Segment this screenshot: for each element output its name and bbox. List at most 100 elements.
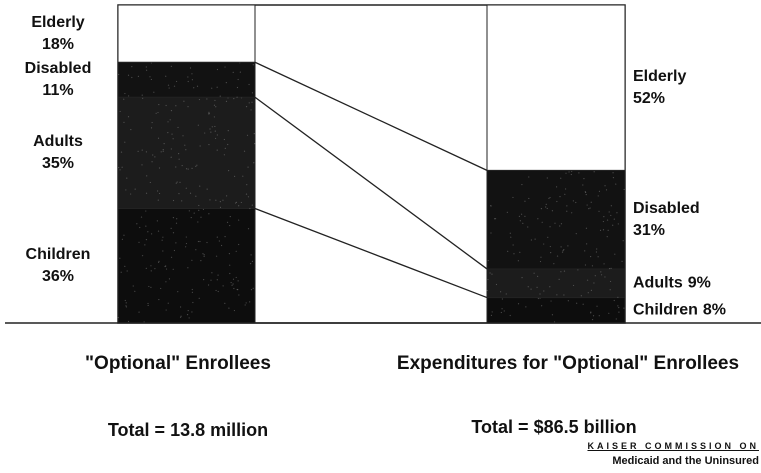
speckle [124,142,125,143]
speckle [179,159,180,160]
speckle [171,148,172,149]
speckle [223,285,224,286]
speckle [182,165,183,166]
speckle [563,250,564,251]
speckle [157,220,158,221]
speckle [540,261,541,262]
speckle [528,198,529,199]
speckle [186,168,187,169]
speckle [250,254,251,255]
speckle [547,177,548,178]
speckle [549,226,550,227]
speckle [127,270,128,271]
speckle [552,210,553,211]
speckle [176,183,177,184]
value-label: 36% [42,268,74,285]
speckle [217,279,218,280]
speckle [615,183,616,184]
speckle [541,208,542,209]
speckle [600,230,601,231]
speckle [611,268,612,269]
speckle [216,256,217,257]
speckle [231,285,232,286]
speckle [522,223,523,224]
speckle [173,200,174,201]
speckle [171,157,172,158]
speckle [153,92,154,93]
speckle [126,178,127,179]
speckle [187,76,188,77]
speckle [534,273,535,274]
speckle [144,244,145,245]
speckle [175,105,176,106]
speckle [163,149,164,150]
speckle [547,237,548,238]
speckle [556,201,557,202]
speckle [573,200,574,201]
speckle [252,261,253,262]
speckle [141,216,142,217]
speckle [621,261,622,262]
speckle [556,294,557,295]
speckle [189,317,190,318]
speckle [614,254,615,255]
speckle [593,282,594,283]
speckle [537,218,538,219]
speckle [121,152,122,153]
speckle [173,138,174,139]
category-label: "Optional" Enrollees [8,352,348,376]
speckle [215,106,216,107]
speckle [492,311,493,312]
speckle [238,280,239,281]
speckle [192,79,193,80]
speckle [209,113,210,114]
bar-segment [487,298,625,323]
speckle [552,314,553,315]
speckle [123,235,124,236]
speckle [141,164,142,165]
speckle [254,143,255,144]
speckle [211,272,212,273]
total-label: Total = $86.5 billion [384,417,724,438]
speckle [594,171,595,172]
series-name: Adults [633,274,683,291]
speckle [224,303,225,304]
speckle [146,239,147,240]
speckle [495,218,496,219]
value-label: 52% [633,90,665,107]
speckle [177,181,178,182]
speckle [158,200,159,201]
speckle [217,149,218,150]
speckle [588,208,589,209]
speckle [190,193,191,194]
speckle [603,216,604,217]
speckle [618,223,619,224]
speckle [247,167,248,168]
speckle [228,130,229,131]
speckle [191,311,192,312]
speckle [550,246,551,247]
speckle [507,212,508,213]
speckle [565,188,566,189]
speckle [542,222,543,223]
speckle [595,275,596,276]
speckle [150,265,151,266]
speckle [519,252,520,253]
speckle [212,126,213,127]
speckle [220,96,221,97]
value-label: 31% [633,222,665,239]
speckle [253,288,254,289]
speckle [185,149,186,150]
speckle [510,233,511,234]
speckle [229,253,230,254]
speckle [124,93,125,94]
speckle [136,223,137,224]
speckle [510,315,511,316]
speckle [215,138,216,139]
speckle [553,263,554,264]
speckle [590,207,591,208]
bar-segment [118,97,255,208]
speckle [191,260,192,261]
speckle [248,196,249,197]
speckle [524,201,525,202]
